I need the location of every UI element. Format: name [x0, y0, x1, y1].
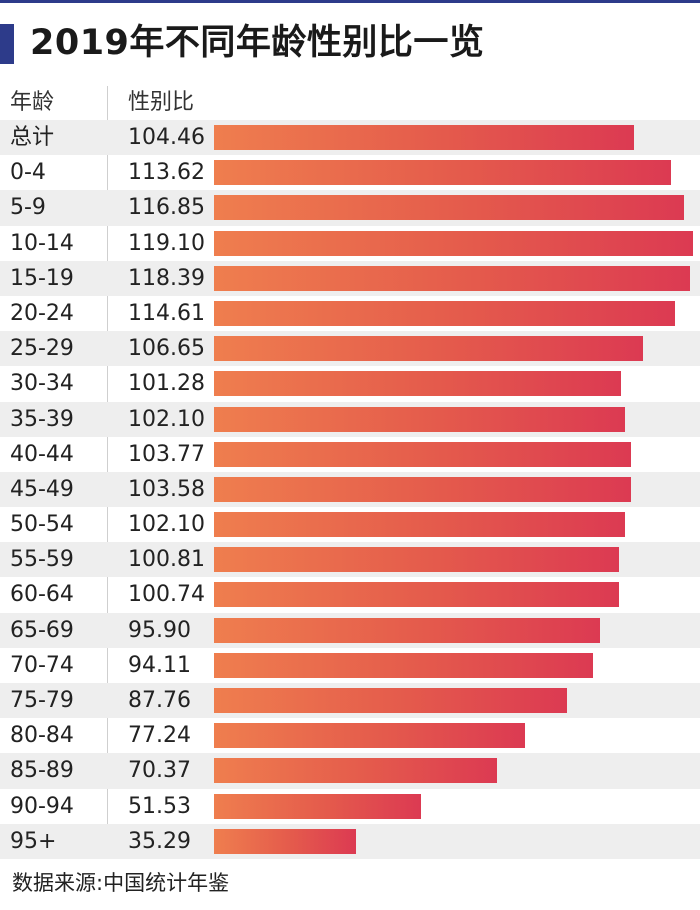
age-group-label: 75-79	[10, 688, 74, 713]
sex-ratio-value: 100.81	[128, 547, 205, 573]
table-header: 年龄 性别比	[0, 86, 700, 120]
sex-ratio-bar	[214, 336, 643, 362]
sex-ratio-value: 35.29	[128, 828, 191, 854]
age-group-label: 85-89	[10, 758, 74, 784]
sex-ratio-bar	[214, 723, 525, 749]
sex-ratio-bar	[214, 828, 356, 854]
sex-ratio-value: 102.10	[128, 512, 205, 538]
sex-ratio-bar	[214, 125, 635, 150]
sex-ratio-value: 114.61	[128, 300, 205, 326]
age-group-label: 60-64	[10, 582, 74, 608]
table-row: 45-49 103.58	[0, 471, 700, 508]
sex-ratio-bar	[214, 441, 632, 467]
sex-ratio-value: 100.74	[128, 582, 205, 608]
table-row: 20-24 114.61	[0, 296, 700, 331]
sex-ratio-bar	[214, 512, 625, 538]
table-row: 10-14 119.10	[0, 226, 700, 261]
sex-ratio-bar	[214, 547, 620, 573]
table-row: 90-94 51.53	[0, 789, 700, 824]
age-group-label: 50-54	[10, 512, 74, 538]
age-group-label: 20-24	[10, 300, 74, 326]
age-group-label: 95+	[10, 828, 57, 854]
sex-ratio-value: 94.11	[128, 652, 191, 678]
table-row: 总计 104.46	[0, 120, 700, 156]
sex-ratio-bar	[214, 617, 600, 643]
table-row: 30-34 101.28	[0, 366, 700, 401]
age-group-label: 90-94	[10, 793, 74, 819]
age-group-label: 总计	[10, 125, 55, 150]
sex-ratio-value: 101.28	[128, 371, 205, 397]
sex-ratio-bar	[214, 265, 691, 291]
table-row: 50-54 102.10	[0, 507, 700, 542]
sex-ratio-bar	[214, 195, 684, 221]
age-group-label: 80-84	[10, 723, 74, 749]
sex-ratio-bar	[214, 582, 620, 608]
age-group-label: 40-44	[10, 441, 74, 467]
sex-ratio-bar	[214, 230, 693, 256]
chart-rows: 总计 104.46 0-4 113.62 5-9 116.85 10-14 119.10 15-…	[0, 120, 700, 859]
age-group-label: 15-19	[10, 265, 74, 291]
sex-ratio-value: 118.39	[128, 265, 205, 291]
age-group-label: 30-34	[10, 371, 74, 397]
sex-ratio-value: 116.85	[128, 195, 205, 221]
age-group-label: 45-49	[10, 476, 74, 502]
table-row: 15-19 118.39	[0, 260, 700, 296]
sex-ratio-bar	[214, 652, 593, 678]
sex-ratio-value: 104.46	[128, 125, 205, 150]
sex-ratio-value: 51.53	[128, 793, 191, 819]
title-accent-bar	[0, 24, 14, 64]
sex-ratio-value: 87.76	[128, 688, 191, 713]
top-rule	[0, 0, 700, 3]
age-group-label: 70-74	[10, 652, 74, 678]
sex-ratio-value: 103.58	[128, 476, 205, 502]
table-row: 25-29 106.65	[0, 331, 700, 367]
table-row: 5-9 116.85	[0, 190, 700, 226]
sex-ratio-bar	[214, 688, 567, 713]
age-group-label: 55-59	[10, 547, 74, 573]
age-group-label: 65-69	[10, 617, 74, 643]
sex-ratio-value: 70.37	[128, 758, 191, 784]
sex-ratio-bar	[214, 793, 422, 819]
sex-ratio-value: 113.62	[128, 160, 205, 186]
age-group-label: 0-4	[10, 160, 46, 186]
table-row: 35-39 102.10	[0, 401, 700, 437]
sex-ratio-value: 106.65	[128, 336, 205, 362]
sex-ratio-value: 103.77	[128, 441, 205, 467]
sex-ratio-value: 77.24	[128, 723, 191, 749]
table-row: 60-64 100.74	[0, 577, 700, 612]
column-divider	[107, 86, 108, 856]
chart-title: 2019年不同年龄性别比一览	[30, 23, 485, 63]
table-row: 55-59 100.81	[0, 542, 700, 578]
table-row: 65-69 95.90	[0, 612, 700, 648]
table-row: 85-89 70.37	[0, 753, 700, 789]
table-row: 75-79 87.76	[0, 683, 700, 719]
age-group-label: 5-9	[10, 195, 46, 221]
sex-ratio-bar	[214, 371, 622, 397]
sex-ratio-bar	[214, 476, 631, 502]
table-row: 70-74 94.11	[0, 648, 700, 683]
sex-ratio-bar	[214, 300, 675, 326]
source-note: 数据来源:中国统计年鉴	[12, 871, 230, 895]
sex-ratio-value: 102.10	[128, 406, 205, 432]
table-row: 95+ 35.29	[0, 823, 700, 859]
sex-ratio-bar	[214, 758, 497, 784]
sex-ratio-value: 95.90	[128, 617, 191, 643]
sex-ratio-bar	[214, 160, 671, 186]
sex-ratio-value: 119.10	[128, 230, 205, 256]
age-group-label: 10-14	[10, 230, 74, 256]
table-row: 0-4 113.62	[0, 155, 700, 190]
table-row: 40-44 103.77	[0, 437, 700, 472]
age-column-header: 年龄	[10, 90, 55, 115]
age-group-label: 35-39	[10, 406, 74, 432]
age-group-label: 25-29	[10, 336, 74, 362]
table-row: 80-84 77.24	[0, 718, 700, 753]
ratio-column-header: 性别比	[128, 90, 195, 115]
sex-ratio-bar	[214, 406, 625, 432]
